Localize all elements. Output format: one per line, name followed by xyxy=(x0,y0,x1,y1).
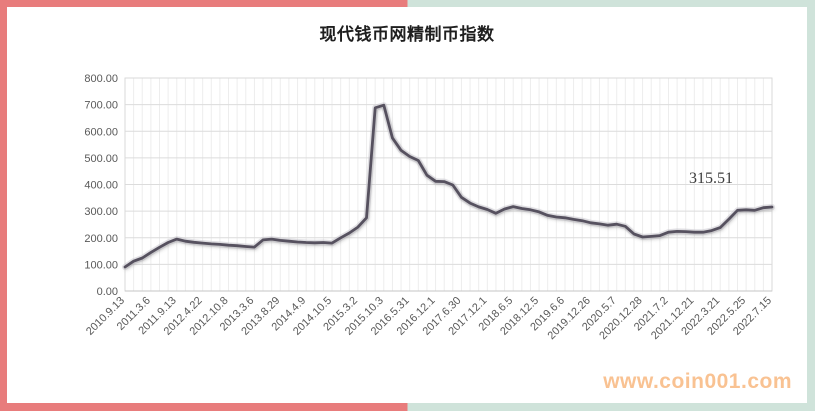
watermark: www.coin001.com xyxy=(603,370,792,393)
chart-canvas: 现代钱币网精制币指数 800.00 700.00 600.00 500.00 400.0… xyxy=(7,7,807,403)
last-value-label: 315.51 xyxy=(689,170,733,187)
y-axis-tick-label: 800.00 xyxy=(84,73,118,85)
y-axis-tick-label: 0.00 xyxy=(97,286,118,298)
chart-title: 现代钱币网精制币指数 xyxy=(319,25,495,44)
y-axis-tick-label: 600.00 xyxy=(84,126,118,138)
index-line-chart: 800.00 700.00 600.00 500.00 400.00 300.00 200.… xyxy=(84,73,775,342)
y-axis-tick-label: 300.00 xyxy=(84,206,118,218)
y-axis-tick-label: 500.00 xyxy=(84,153,118,165)
y-axis-tick-label: 400.00 xyxy=(84,180,118,192)
y-axis-tick-label: 700.00 xyxy=(84,100,118,112)
y-axis-tick-label: 200.00 xyxy=(84,233,118,245)
index-series-line xyxy=(123,103,774,269)
y-axis-tick-label: 100.00 xyxy=(84,259,118,271)
